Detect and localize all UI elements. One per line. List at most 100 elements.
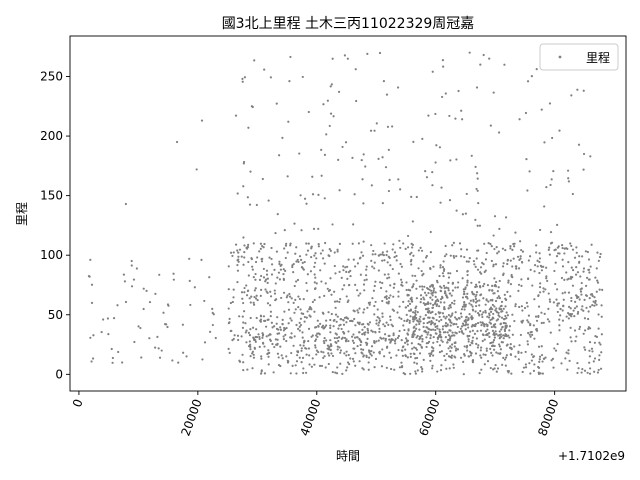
data-point xyxy=(468,313,471,316)
data-point xyxy=(497,131,501,134)
data-point xyxy=(88,275,91,278)
data-point xyxy=(362,202,365,205)
data-point xyxy=(575,246,578,249)
data-point xyxy=(293,284,296,288)
data-point xyxy=(295,372,298,375)
data-point xyxy=(302,312,305,315)
data-point xyxy=(444,359,447,362)
data-point xyxy=(573,256,577,259)
data-point xyxy=(288,292,291,296)
data-point xyxy=(594,276,597,279)
data-point xyxy=(487,241,490,245)
data-point xyxy=(434,291,437,294)
data-point xyxy=(476,177,479,180)
data-point xyxy=(387,334,390,337)
data-point xyxy=(392,295,395,298)
data-point xyxy=(398,316,401,319)
data-point xyxy=(313,265,316,269)
y-tick-label: 100 xyxy=(40,248,63,262)
data-point xyxy=(410,251,413,254)
data-point xyxy=(351,156,354,159)
data-point xyxy=(360,251,363,254)
data-point xyxy=(502,318,506,321)
data-point xyxy=(370,184,373,187)
data-point xyxy=(411,316,415,319)
data-point xyxy=(232,288,235,291)
data-point xyxy=(502,307,505,310)
data-point xyxy=(496,252,499,255)
data-point xyxy=(429,359,432,362)
data-point xyxy=(488,321,491,324)
data-point xyxy=(388,178,391,182)
data-point xyxy=(509,295,512,298)
data-point xyxy=(296,350,299,353)
data-point xyxy=(514,355,517,358)
data-point xyxy=(542,321,545,324)
data-point xyxy=(441,295,444,298)
data-point xyxy=(483,242,486,245)
data-point xyxy=(344,266,347,269)
data-point xyxy=(319,322,322,325)
data-point xyxy=(307,339,310,343)
data-point xyxy=(374,330,377,334)
data-point xyxy=(538,260,541,264)
data-point xyxy=(596,281,600,284)
data-point xyxy=(586,250,589,254)
data-point xyxy=(399,246,402,249)
data-point xyxy=(498,308,501,311)
data-point xyxy=(492,312,495,316)
data-point xyxy=(463,345,466,348)
data-point xyxy=(529,372,532,375)
data-point xyxy=(472,309,475,312)
data-point xyxy=(421,288,424,291)
data-point xyxy=(412,320,415,323)
data-point xyxy=(328,345,331,348)
data-point xyxy=(370,354,373,357)
data-point xyxy=(388,338,391,341)
data-point xyxy=(130,285,134,288)
data-point xyxy=(378,327,381,330)
data-point xyxy=(309,270,313,273)
data-point xyxy=(372,289,375,292)
data-point xyxy=(182,351,185,354)
data-point xyxy=(499,333,502,336)
data-point xyxy=(485,349,488,352)
data-point xyxy=(583,298,586,301)
data-point xyxy=(563,291,567,294)
data-point xyxy=(322,312,325,315)
data-point xyxy=(228,351,231,354)
data-point xyxy=(430,320,433,323)
data-point xyxy=(570,315,573,318)
data-point xyxy=(447,347,450,350)
data-point xyxy=(317,193,320,197)
data-point xyxy=(434,112,437,116)
data-point xyxy=(554,282,557,286)
data-point xyxy=(385,253,388,257)
data-point xyxy=(428,354,432,358)
data-point xyxy=(412,326,415,329)
data-point xyxy=(254,340,257,343)
data-point xyxy=(340,327,343,331)
data-point xyxy=(421,340,424,343)
data-point xyxy=(300,347,303,350)
data-point xyxy=(492,263,495,266)
data-point xyxy=(341,372,344,375)
data-point xyxy=(405,281,408,284)
data-point xyxy=(381,315,384,318)
data-point xyxy=(424,308,428,311)
data-point xyxy=(527,331,530,335)
data-point xyxy=(319,269,322,272)
data-point xyxy=(356,262,360,265)
data-point xyxy=(504,249,507,252)
data-point xyxy=(533,298,536,301)
data-point xyxy=(177,361,180,364)
data-point xyxy=(593,304,596,307)
data-point xyxy=(236,334,240,337)
data-point xyxy=(227,307,230,310)
data-point xyxy=(142,307,145,311)
data-point xyxy=(558,324,561,327)
data-point xyxy=(429,353,433,356)
data-point xyxy=(491,354,494,357)
data-point xyxy=(366,306,369,309)
